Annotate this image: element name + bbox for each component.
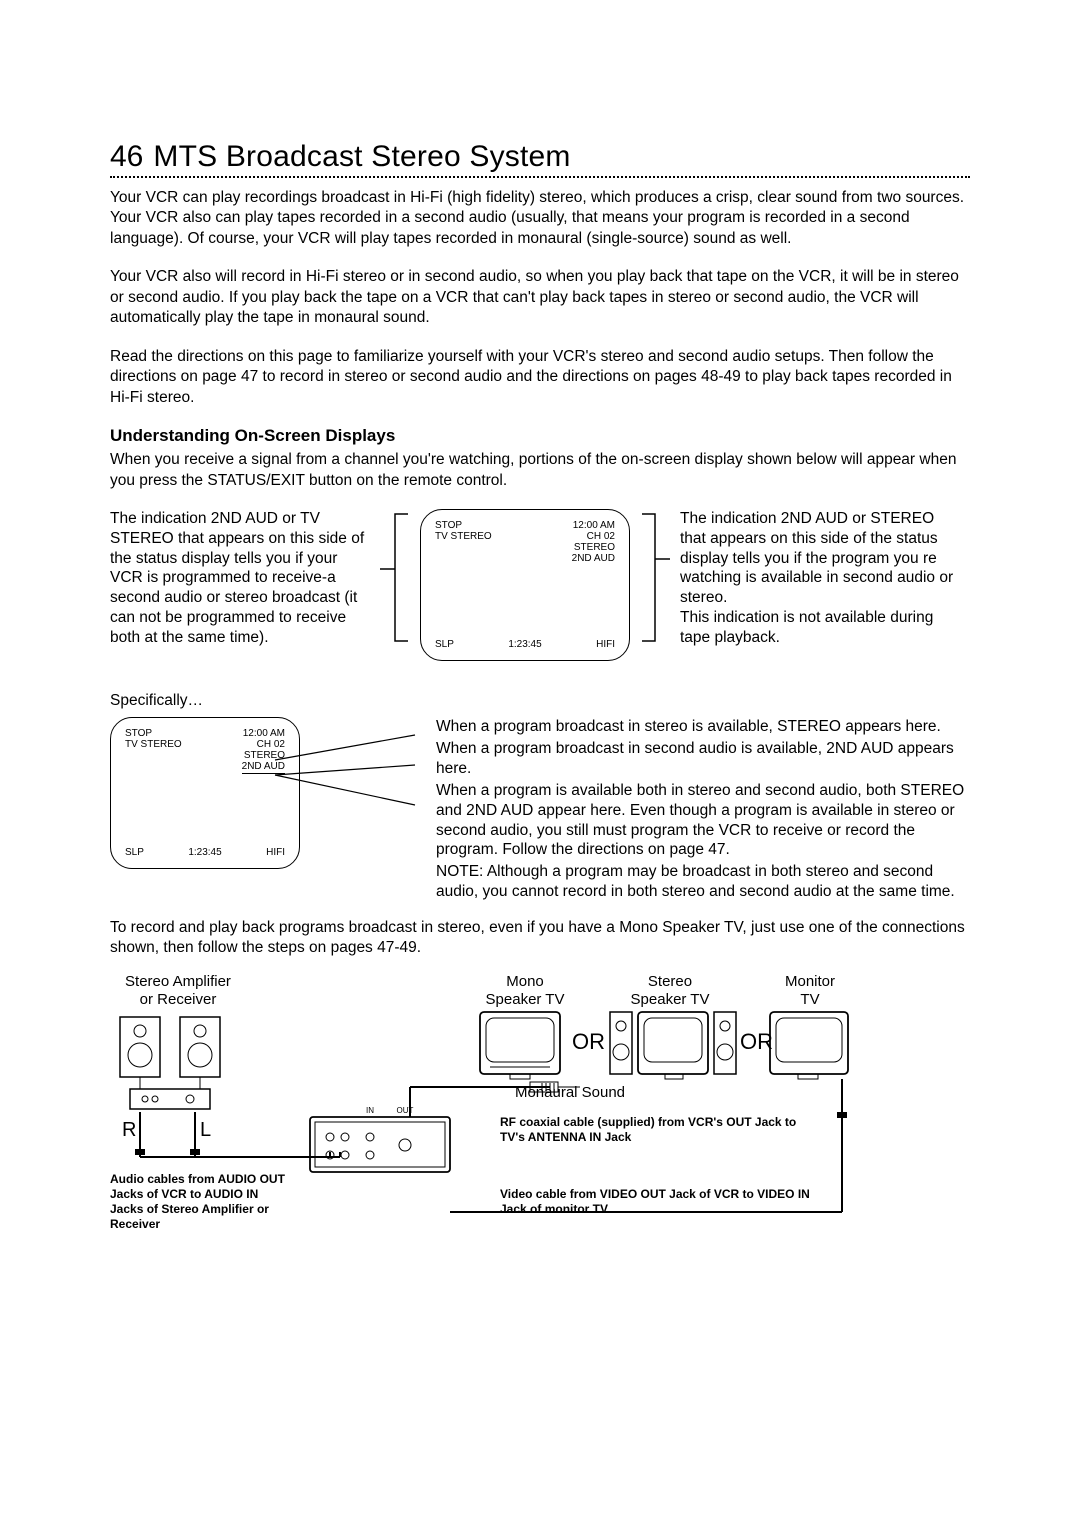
osd2-stop: STOP <box>125 728 152 739</box>
osd-callout-row: The indication 2ND AUD or TV STEREO that… <box>110 509 970 661</box>
intro-paragraph-3: Read the directions on this page to fami… <box>110 347 970 408</box>
or-1: OR <box>572 1029 605 1055</box>
mono-label: Mono Speaker TV <box>470 973 580 1009</box>
pointer-lines-icon <box>275 755 415 825</box>
or-2: OR <box>740 1029 773 1055</box>
osd-hifi: HIFI <box>596 639 615 650</box>
spec-line1: When a program broadcast in stereo is av… <box>316 717 970 737</box>
spec-note: NOTE: Although a program may be broadcas… <box>316 862 970 902</box>
r-label: R <box>122 1119 136 1142</box>
left-callout: The indication 2ND AUD or TV STEREO that… <box>110 509 370 648</box>
bracket-right-icon <box>640 509 670 649</box>
osd-ch: CH 02 <box>587 531 615 542</box>
osd-2ndaud: 2ND AUD <box>572 553 615 564</box>
osd2-slp: SLP <box>125 847 144 858</box>
page-number: 46 <box>110 140 143 174</box>
page-title: MTS Broadcast Stereo System <box>153 140 570 174</box>
svg-text:OUT: OUT <box>397 1106 414 1115</box>
right-callout-a: The indication 2ND AUD or STEREO that ap… <box>680 510 953 606</box>
specifically-row: STOP 12:00 AM TV STEREO CH 02 STEREO 2ND… <box>110 717 970 901</box>
closing-paragraph: To record and play back programs broadca… <box>110 918 970 959</box>
audio-cable-caption: Audio cables from AUDIO OUT Jacks of VCR… <box>110 1172 290 1232</box>
intro-paragraph-1: Your VCR can play recordings broadcast i… <box>110 188 970 249</box>
svg-text:IN: IN <box>366 1106 374 1115</box>
video-cable-caption: Video cable from VIDEO OUT Jack of VCR t… <box>500 1187 830 1217</box>
osd-tvstereo: TV STEREO <box>435 531 492 542</box>
connection-diagram: IN OUT <box>110 977 970 1277</box>
monaural-label: Monaural Sound <box>500 1084 640 1102</box>
osd2-duration: 1:23:45 <box>188 847 221 858</box>
osd-screen-2: STOP 12:00 AM TV STEREO CH 02 STEREO 2ND… <box>110 717 300 869</box>
osd2-hifi: HIFI <box>266 847 285 858</box>
page-header: 46 MTS Broadcast Stereo System <box>110 140 970 178</box>
osd-time: 12:00 AM <box>573 520 615 531</box>
stereo-label: Stereo Speaker TV <box>610 973 730 1009</box>
l-label: L <box>200 1119 211 1142</box>
osd2-time: 12:00 AM <box>243 728 285 739</box>
right-callout-b: This indication is not available during … <box>680 609 933 646</box>
osd-stereo: STEREO <box>574 542 615 553</box>
osd2-tvstereo: TV STEREO <box>125 739 182 750</box>
section-heading: Understanding On-Screen Displays <box>110 426 970 446</box>
right-callout: The indication 2ND AUD or STEREO that ap… <box>680 509 960 648</box>
osd-stop: STOP <box>435 520 462 531</box>
osd2-ch: CH 02 <box>257 739 285 750</box>
section-intro: When you receive a signal from a channel… <box>110 450 970 491</box>
bracket-left-icon <box>380 509 410 649</box>
specifically-label: Specifically… <box>110 691 970 711</box>
osd-screen: STOP 12:00 AM TV STEREO CH 02 STEREO 2ND… <box>420 509 630 661</box>
osd-slp: SLP <box>435 639 454 650</box>
rf-cable-caption: RF coaxial cable (supplied) from VCR's O… <box>500 1115 800 1145</box>
amp-label: Stereo Amplifier or Receiver <box>118 973 238 1009</box>
osd-duration: 1:23:45 <box>508 639 541 650</box>
intro-paragraph-2: Your VCR also will record in Hi-Fi stere… <box>110 267 970 328</box>
monitor-label: Monitor TV <box>760 973 860 1009</box>
